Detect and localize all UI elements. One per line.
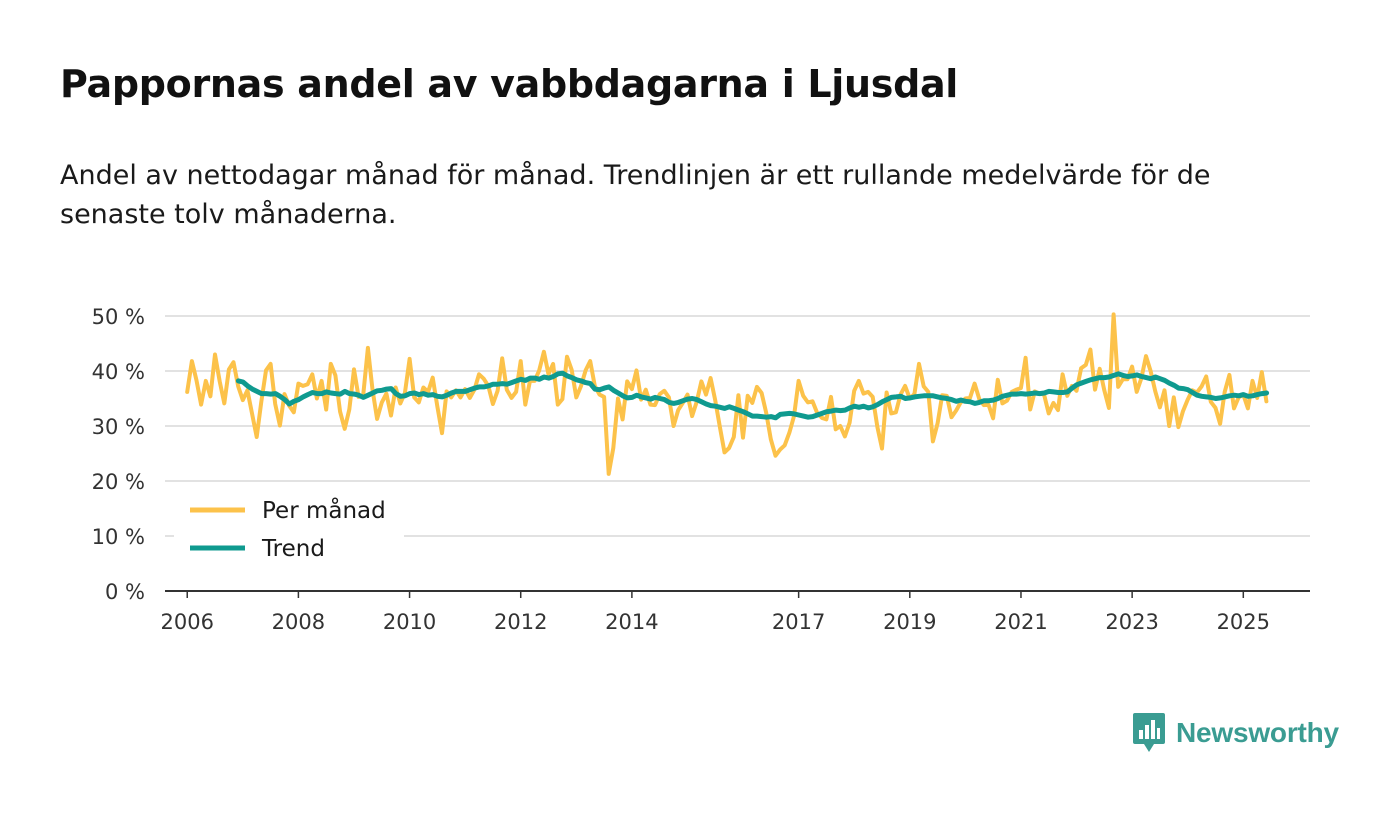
chart-title: Pappornas andel av vabbdagarna i Ljusdal <box>60 62 959 106</box>
legend-label-per-manad: Per månad <box>262 496 386 524</box>
x-tick-label: 2008 <box>272 610 325 634</box>
y-tick-label: 10 % <box>92 525 145 549</box>
y-tick-label: 20 % <box>92 470 145 494</box>
x-tick-label: 2010 <box>383 610 436 634</box>
x-tick-label: 2023 <box>1105 610 1158 634</box>
x-tick-label: 2025 <box>1217 610 1270 634</box>
x-tick-label: 2021 <box>994 610 1047 634</box>
series-line-trend <box>235 370 1270 421</box>
y-tick-label: 50 % <box>92 305 145 329</box>
chart-legend: Per månad Trend <box>174 484 404 572</box>
legend-background <box>174 484 404 572</box>
x-tick-label: 2014 <box>605 610 658 634</box>
newsworthy-logo-icon <box>1133 713 1165 752</box>
x-tick-label: 2019 <box>883 610 936 634</box>
series-line-per-manad <box>185 312 1269 476</box>
x-tick-label: 2012 <box>494 610 547 634</box>
chart-series <box>185 312 1270 476</box>
x-tick-label: 2006 <box>161 610 214 634</box>
chart-subtitle: Andel av nettodagar månad för månad. Tre… <box>60 160 1211 230</box>
legend-label-trend: Trend <box>261 536 325 562</box>
y-axis-ticks: 0 % 10 % 20 % 30 % 40 % 50 % <box>92 305 145 604</box>
y-tick-label: 30 % <box>92 415 145 439</box>
x-axis-ticks: 2006 2008 2010 2012 2014 2017 2019 2021 2023 2025 <box>161 590 1310 634</box>
newsworthy-wordmark: Newsworthy <box>1176 717 1339 748</box>
y-tick-label: 40 % <box>92 360 145 384</box>
x-tick-label: 2017 <box>772 610 825 634</box>
y-tick-label: 0 % <box>105 580 145 604</box>
newsworthy-brand: Newsworthy <box>1132 711 1339 755</box>
